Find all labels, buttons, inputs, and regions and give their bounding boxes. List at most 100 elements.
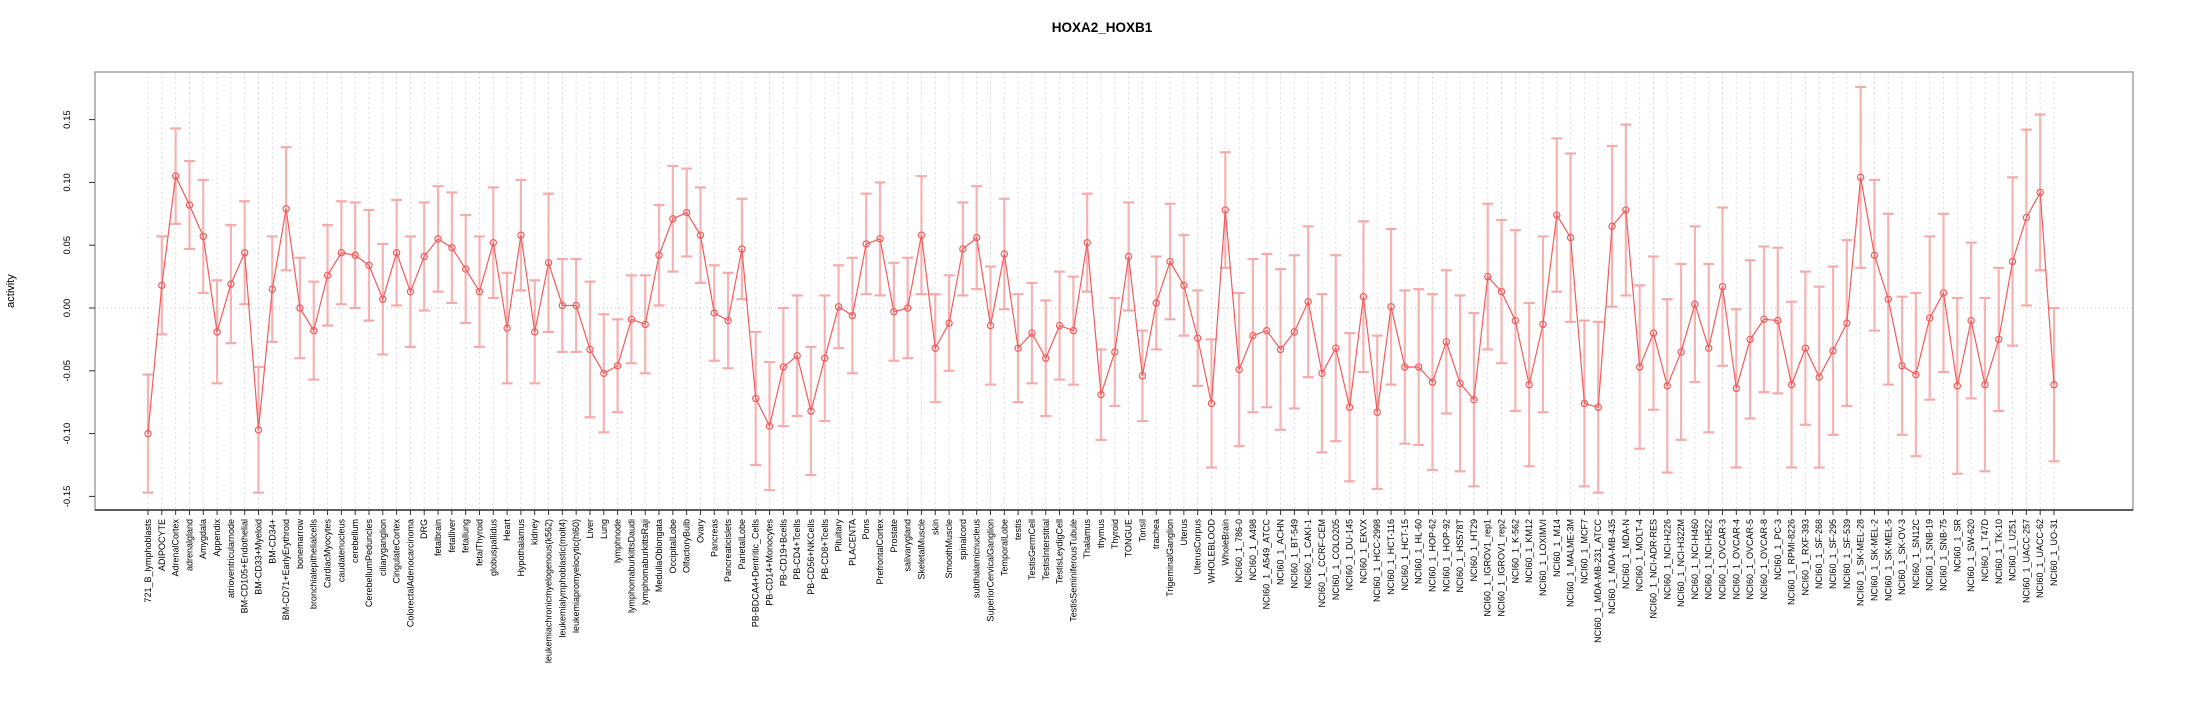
x-tick-label: TestisSeminiferousTubule	[1068, 519, 1078, 622]
x-tick-label: TrigeminalGanglion	[1165, 519, 1175, 597]
data-point	[1953, 382, 1962, 390]
data-point	[1787, 380, 1796, 389]
x-tick-label: NCI60_1_KM12	[1524, 519, 1534, 583]
data-point	[1014, 344, 1022, 352]
y-tick-label: 0.00	[62, 299, 73, 318]
x-tick-label: Thyroid	[1110, 519, 1120, 549]
data-point	[1180, 281, 1188, 290]
x-tick-label: leukemialymphoblastic(molt4)	[557, 519, 567, 638]
plot-box	[94, 71, 2134, 511]
y-tick-label: -0.10	[62, 423, 73, 445]
data-point	[503, 324, 511, 332]
x-tick-label: PLACENTA	[847, 519, 857, 566]
x-tick-label: atrioventricularnode	[226, 519, 236, 598]
data-point	[158, 281, 166, 290]
x-tick-label: Amygdala	[198, 519, 208, 559]
x-tick-label: NCI60_1_EKVX	[1358, 519, 1368, 584]
x-tick-label: DRG	[419, 519, 429, 539]
data-point	[310, 326, 318, 335]
data-point	[572, 301, 580, 310]
x-tick-label: NCI60_1_OVCAR-4	[1731, 519, 1741, 600]
x-tick-label: lymphomaburkittsDaudi	[626, 519, 636, 613]
data-point	[337, 249, 346, 257]
x-tick-label: ColorectalAdenocarcinoma	[405, 519, 415, 627]
series-line	[147, 174, 2055, 434]
data-point	[1055, 321, 1064, 330]
x-tick-label: globuspallidus	[488, 519, 498, 577]
x-tick-label: NCI60_1_T47D	[1980, 519, 1990, 582]
data-point	[2008, 257, 2017, 266]
x-tick-label: Hypothalamus	[516, 519, 526, 577]
data-point	[613, 362, 622, 370]
data-point	[1124, 252, 1133, 261]
data-point	[986, 321, 995, 330]
y-tick-label: -0.05	[62, 360, 73, 382]
x-tick-label: PB-CD8+Tcells	[820, 519, 830, 580]
x-tick-label: NCI60_1_ACHN	[1276, 519, 1286, 585]
data-point	[392, 249, 401, 257]
data-point	[834, 303, 843, 311]
x-tick-label: NCI60_1_SF-539	[1842, 519, 1852, 589]
x-tick-label: NCI60_1_MDA-MB-231_ATCC	[1593, 519, 1603, 643]
data-point	[489, 238, 497, 247]
data-point	[931, 344, 939, 352]
data-point	[1152, 299, 1160, 307]
x-tick-label: NCI60_1_LOXIMVI	[1538, 519, 1548, 596]
data-point	[1663, 382, 1671, 390]
x-tick-label: ParietalLobe	[737, 519, 747, 570]
x-tick-label: fetallung	[461, 519, 471, 553]
x-tick-label: ADIPOCYTE	[157, 519, 167, 571]
data-point	[1843, 319, 1851, 327]
data-point	[682, 208, 691, 217]
x-tick-label: Heart	[502, 519, 512, 542]
data-point	[1497, 287, 1506, 296]
data-point	[1856, 173, 1865, 182]
data-point	[862, 240, 870, 248]
data-point	[600, 369, 608, 378]
x-tick-label: NCI60_1_HOP-92	[1441, 519, 1451, 592]
data-point	[448, 244, 456, 252]
data-point	[1470, 395, 1478, 404]
x-tick-label: NCI60_1_SR	[1952, 519, 1962, 573]
x-tick-label: NCI60_1_MALME-3M	[1566, 519, 1576, 607]
data-point	[1580, 399, 1589, 408]
data-point	[779, 363, 788, 371]
x-tick-label: CardiacMyocytes	[323, 519, 333, 589]
data-point	[531, 328, 539, 336]
x-tick-label: 721_B_lymphoblasts	[143, 519, 153, 603]
x-tick-label: NCI60_1_HCC-2998	[1372, 519, 1382, 602]
x-tick-label: NCI60_1_NCI-H226	[1662, 519, 1672, 600]
data-point	[1746, 335, 1754, 344]
x-tick-label: NCI60_1_CCRF-CEM	[1317, 519, 1327, 608]
data-point	[1276, 345, 1285, 354]
data-point	[1401, 363, 1409, 371]
x-tick-label: SuperiorCervicalGanglion	[986, 519, 996, 622]
x-tick-label: NCI60_1_SN12C	[1911, 519, 1921, 589]
x-tick-label: NCI60_1_M14	[1552, 519, 1562, 577]
x-tick-label: NCI60_1_RPMI-8226	[1787, 519, 1797, 605]
x-tick-label: thymus	[1096, 519, 1106, 549]
data-point	[1635, 363, 1644, 371]
data-point	[1193, 334, 1202, 342]
x-tick-label: BM-CD105+Endothelial	[240, 519, 250, 613]
x-tick-label: NCI60_1_MDA-MB-435	[1607, 519, 1617, 614]
data-point	[1263, 326, 1271, 335]
x-tick-label: fetalThyroid	[474, 519, 484, 566]
data-point	[1525, 380, 1533, 389]
x-tick-label: NCI60_1_UO-31	[2049, 519, 2059, 586]
data-point	[641, 320, 649, 329]
x-tick-label: bronchialepithelialcells	[309, 519, 319, 610]
x-tick-label: PB-CD4+Tcells	[792, 519, 802, 580]
x-tick-label: PB-CD14+Monocytes	[765, 519, 775, 606]
data-point	[1318, 369, 1326, 378]
data-point	[1428, 378, 1437, 386]
data-point	[1511, 316, 1520, 325]
x-tick-label: NCI60_1_MDA-N	[1621, 519, 1631, 589]
x-tick-label: NCI60_1_DU-145	[1345, 519, 1355, 591]
data-point	[420, 252, 428, 261]
data-point	[365, 261, 373, 269]
data-point	[1870, 251, 1879, 259]
x-tick-label: NCI60_1_OVCAR-8	[1759, 519, 1769, 600]
data-point	[1622, 206, 1630, 214]
